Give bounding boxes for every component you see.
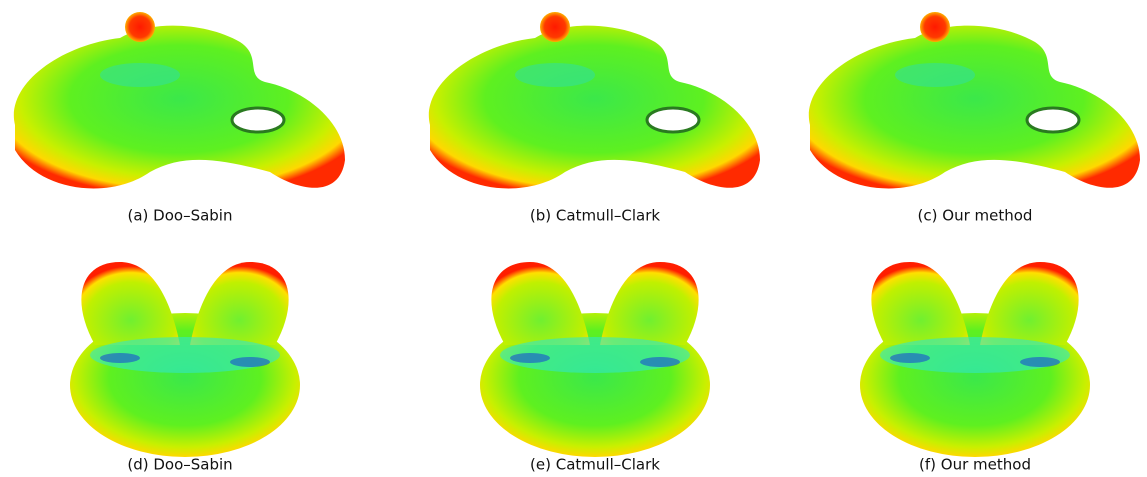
page: (a) Doo–Sabin (b) Catmull–Clark (c) Our … [0,0,1147,477]
caption: (a) Doo–Sabin [128,207,233,225]
caption: (e) Catmull–Clark [530,456,660,474]
caption: (b) Catmull–Clark [530,207,660,225]
caption: (f) Our method [919,456,1031,474]
mesh-render [809,12,1140,188]
mesh-render [70,262,300,457]
mesh-render [480,262,710,457]
mesh-render [860,262,1090,457]
caption: (c) Our method [918,207,1033,225]
mesh-render [429,12,760,188]
figure: (a) Doo–Sabin (b) Catmull–Clark (c) Our … [0,0,1147,477]
caption: (d) Doo–Sabin [127,456,232,474]
mesh-render [14,12,345,188]
